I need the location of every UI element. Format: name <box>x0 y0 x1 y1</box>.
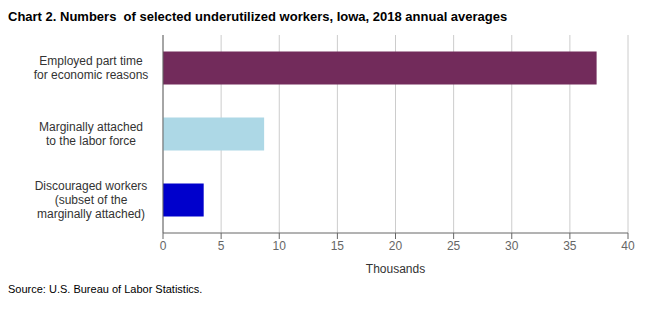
html-text:Source: U.S. Bureau of Labor S: Source: U.S. Bureau of Labor Statistics. <box>8 283 203 295</box>
svg-text:40: 40 <box>621 239 635 253</box>
svg-text:Thousands: Thousands <box>366 262 425 276</box>
svg-text:35: 35 <box>563 239 577 253</box>
svg-text:30: 30 <box>505 239 519 253</box>
svg-text:25: 25 <box>447 239 461 253</box>
svg-text:20: 20 <box>389 239 403 253</box>
svg-text:0: 0 <box>160 239 167 253</box>
svg-text:Discouraged workers(subset of: Discouraged workers(subset of themargina… <box>35 179 148 221</box>
svg-text:Employed part timefor economic: Employed part timefor economic reasons <box>34 54 149 82</box>
html-text:Chart 2. Numbers of selected u: Chart 2. Numbers of selected underutiliz… <box>8 9 508 24</box>
svg-text:Marginally attachedto the labo: Marginally attachedto the labor force <box>39 120 143 148</box>
svg-text:5: 5 <box>218 239 225 253</box>
svg-text:10: 10 <box>273 239 287 253</box>
svg-text:15: 15 <box>331 239 345 253</box>
